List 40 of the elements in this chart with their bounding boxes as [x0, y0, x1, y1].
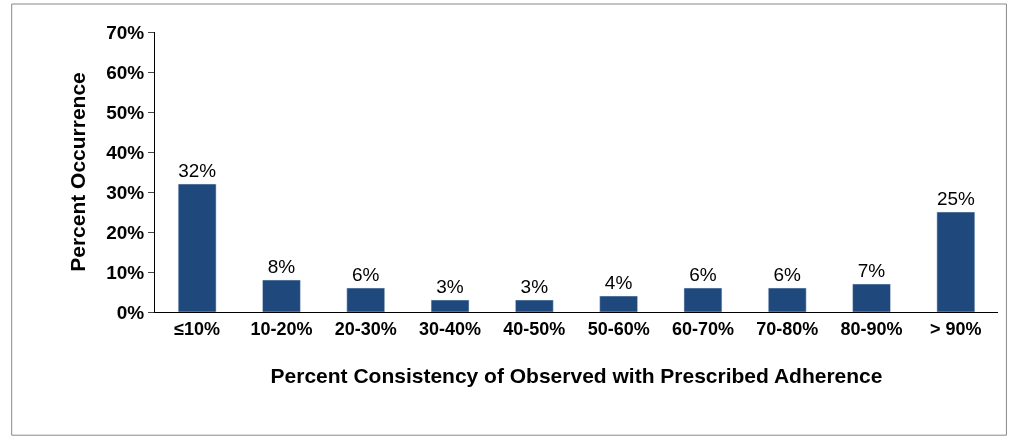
y-axis-title: Percent Occurrence [66, 72, 90, 272]
x-tick-label: > 90% [930, 318, 982, 339]
bar [599, 295, 638, 312]
y-tick-label: 60% [106, 61, 145, 83]
y-tick-label: 40% [106, 141, 145, 163]
data-label: 32% [178, 160, 217, 182]
bar [177, 183, 217, 312]
x-tick-label: ≤10% [174, 318, 221, 339]
x-tick-label: 50-60% [587, 318, 650, 339]
data-label: 6% [773, 264, 802, 285]
x-tick-label: 70-80% [756, 318, 819, 339]
bar [852, 283, 891, 312]
data-label: 3% [436, 276, 464, 297]
data-label: 3% [520, 276, 549, 297]
y-tick-label: 30% [106, 181, 145, 203]
data-label: 7% [857, 260, 886, 281]
bar [768, 287, 807, 312]
bar [430, 299, 470, 312]
data-label: 25% [936, 188, 975, 210]
bar [346, 287, 385, 312]
x-axis-title: Percent Consistency of Observed with Prescribed Adherence [270, 363, 883, 387]
y-tick-label: 0% [116, 301, 145, 323]
y-tick-label: 70% [106, 21, 145, 43]
y-tick-label: 20% [106, 221, 145, 243]
data-label: 8% [267, 256, 296, 277]
bar [515, 299, 554, 312]
data-label: 6% [689, 264, 717, 285]
x-tick-label: 60-70% [671, 318, 734, 339]
data-label: 6% [351, 264, 380, 285]
x-tick-label: 30-40% [419, 318, 482, 339]
data-label: 4% [604, 272, 633, 293]
y-tick-label: 10% [106, 261, 145, 283]
x-tick-label: 20-30% [334, 318, 397, 339]
y-tick-label: 50% [106, 101, 145, 123]
x-tick-label: 40-50% [503, 318, 566, 339]
x-tick-label: 80-90% [840, 318, 903, 339]
x-tick-label: 10-20% [250, 318, 313, 339]
bar [936, 211, 976, 312]
bar [683, 287, 723, 312]
bar [262, 279, 301, 312]
